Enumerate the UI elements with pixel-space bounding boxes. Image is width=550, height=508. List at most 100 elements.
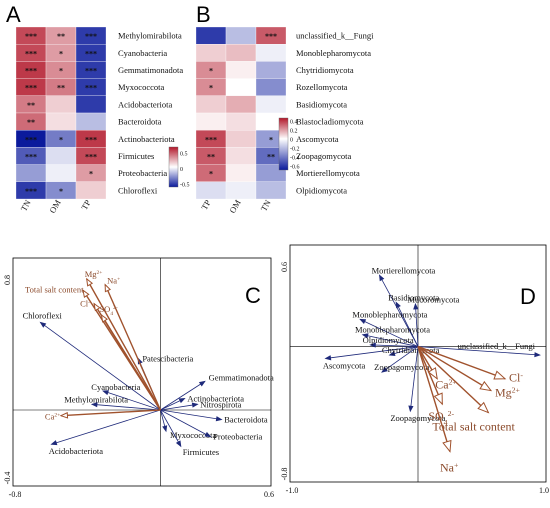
- heatmap-cell: [225, 112, 257, 131]
- species-arrowhead: [175, 440, 182, 448]
- species-arrow: [417, 346, 540, 356]
- species-label: Basidiomycota: [388, 293, 439, 303]
- heatmap-cell: [255, 44, 287, 62]
- heatmap-row-label: Firmicutes: [118, 151, 154, 161]
- env-vector-arrowhead: [477, 401, 490, 414]
- panel-d-label: D: [520, 284, 536, 309]
- significance-stars: ***: [25, 187, 37, 196]
- species-arrow: [360, 319, 419, 347]
- species-arrow: [103, 390, 161, 411]
- rda-biplot-d: -1.0 1.0 0.6 -0.8 Mortierellomycota Basidiomy…: [280, 244, 549, 495]
- heatmap-row-label: Myxococcota: [118, 82, 164, 92]
- heatmap-cell: [255, 78, 287, 96]
- significance-stars: **: [57, 32, 65, 41]
- species-label: Acidobacteriota: [49, 446, 104, 456]
- heatmap-cell: [75, 112, 107, 131]
- significance-stars: ***: [85, 67, 97, 76]
- heatmap-cell: [75, 181, 107, 200]
- rda-biplot-c: -0.8 0.6 0.8 -0.4 Chloroflexi Patescibacteria…: [3, 257, 274, 499]
- species-arrowhead: [90, 402, 98, 408]
- species-arrow: [409, 346, 419, 411]
- heatmap-cell: [225, 130, 257, 148]
- significance-stars: ***: [25, 49, 37, 58]
- env-vector-arrowhead: [93, 302, 101, 312]
- species-arrowhead: [204, 431, 212, 438]
- env-vector-arrowhead: [493, 370, 507, 380]
- species-arrow: [51, 409, 161, 445]
- species-arrow: [362, 334, 419, 347]
- species-arrow: [415, 304, 419, 347]
- env-vector-label: Cl-: [509, 370, 523, 385]
- heatmap-row-label: Chytridiomycota: [296, 65, 354, 75]
- heatmap-column-label: OM: [227, 198, 243, 215]
- env-vector-label: Na+: [440, 460, 459, 475]
- species-arrowhead: [50, 440, 58, 446]
- env-vector-label: Ca2+: [435, 377, 457, 392]
- heatmap-row-label: unclassified_k__Fungi: [296, 31, 374, 41]
- species-arrow: [379, 275, 419, 347]
- species-arrowhead: [408, 405, 414, 413]
- species-label: Firmicutes: [183, 447, 219, 457]
- species-label: Methylomirabilota: [64, 394, 128, 404]
- heatmap-cell: [75, 95, 107, 114]
- significance-stars: ***: [265, 32, 277, 41]
- species-label: unclassified_k__Fungi: [458, 341, 536, 351]
- species-arrow: [40, 322, 161, 411]
- species-label: Monoblepharomycota: [355, 325, 430, 335]
- species-label: Patescibacteria: [142, 354, 193, 364]
- heatmap-cell: [225, 78, 257, 96]
- heatmap-cell: [15, 164, 47, 182]
- species-arrowhead: [388, 351, 396, 357]
- panel-b-label: B: [196, 2, 211, 27]
- significance-stars: ***: [25, 32, 37, 41]
- species-arrowhead: [359, 318, 367, 325]
- species-arrowhead: [198, 380, 206, 387]
- legend-tick-label: -0.4: [290, 156, 300, 162]
- species-label: Zoopagomycota: [374, 362, 429, 372]
- env-vector-label: Total salt content: [432, 420, 515, 434]
- env-vector-arrow: [60, 409, 161, 417]
- env-vector-label: SO42-: [99, 304, 117, 317]
- x-tick-label: -0.8: [9, 490, 22, 499]
- heatmap-column-label: TP: [79, 198, 93, 212]
- species-label: Mortierellomycota: [372, 265, 436, 275]
- env-vector-arrowhead: [427, 367, 438, 380]
- species-arrow: [325, 346, 419, 359]
- y-tick-label: 0.8: [3, 275, 12, 285]
- env-vector-label: Ca2+: [45, 412, 60, 422]
- heatmap-cell: [225, 44, 257, 62]
- heatmap-row-label: Methylomirabilota: [118, 31, 182, 41]
- env-vector-arrow: [417, 345, 492, 392]
- significance-stars: *: [209, 170, 213, 179]
- species-label: Chloroflexi: [23, 311, 63, 321]
- significance-stars: ***: [25, 135, 37, 144]
- heatmap-cell: [45, 147, 77, 165]
- species-arrow: [160, 403, 198, 411]
- heatmap-row-label: Actinobacteriota: [118, 134, 175, 144]
- significance-stars: **: [267, 153, 275, 162]
- env-vector-arrowhead: [479, 380, 493, 392]
- env-vector-label: Cl-: [80, 299, 90, 309]
- heatmap-b: *** unclassified_k__FungiMonoblepharomyco…: [195, 26, 374, 215]
- legend-tick-label: -0.5: [180, 183, 190, 189]
- significance-stars: *: [89, 170, 93, 179]
- legend-tick-label: 0: [290, 138, 293, 144]
- species-label: Myxococcota: [170, 430, 216, 440]
- y-tick-label: -0.4: [3, 472, 12, 485]
- significance-stars: ***: [85, 84, 97, 93]
- species-label: Actinobacteriota: [187, 394, 244, 404]
- species-label: Nitrospirota: [200, 399, 241, 409]
- significance-stars: **: [27, 101, 35, 110]
- species-arrowhead: [178, 398, 186, 404]
- legend-tick-label: 0.5: [180, 152, 188, 158]
- env-vector-label: Total salt content: [25, 284, 84, 294]
- heatmap-cell: [255, 181, 287, 200]
- env-vector-arrow: [417, 346, 489, 414]
- heatmap-column-label: TP: [199, 198, 213, 212]
- heatmap-row-label: Olpidiomycota: [296, 185, 347, 195]
- env-vector-arrowhead: [82, 289, 90, 298]
- heatmap-cell: [225, 147, 257, 165]
- legend-tick-label: -0.2: [290, 147, 300, 153]
- heatmap-cell: [195, 112, 227, 131]
